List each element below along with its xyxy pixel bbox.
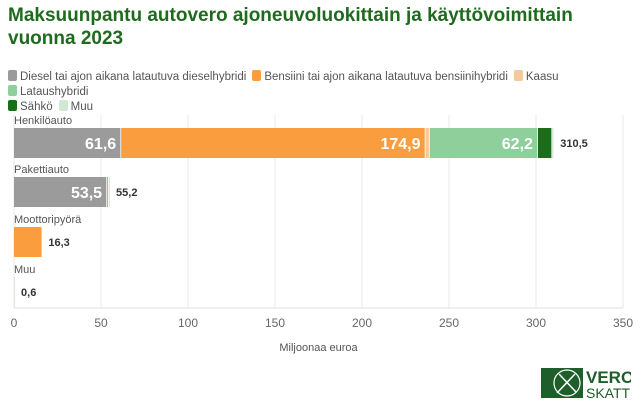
segment-label: 61,6 (85, 136, 116, 153)
bar-segment (14, 227, 42, 257)
legend-swatch (58, 100, 68, 111)
total-label: 16,3 (48, 237, 69, 249)
legend-swatch (8, 100, 17, 111)
legend-label: Diesel tai ajon aikana latautuva dieselh… (20, 71, 247, 83)
legend-swatch (8, 70, 17, 81)
x-tick-label: 200 (352, 316, 372, 330)
bar-segment (108, 177, 110, 207)
bar-segment (552, 128, 554, 158)
segment-label: 174,9 (380, 136, 420, 153)
x-tick-label: 300 (526, 316, 546, 330)
bar-segment (14, 128, 121, 158)
bar-segment (14, 277, 15, 307)
legend-item[interactable]: Lataushybridi (8, 85, 88, 100)
legend: Diesel tai ajon aikana latautuva dieselh… (8, 70, 628, 115)
vero-skatt-logo: VERO SKATT (541, 368, 631, 400)
x-tick-label: 100 (178, 316, 198, 330)
x-tick-label: 50 (94, 316, 108, 330)
category-label: Muu (14, 264, 35, 276)
legend-item[interactable]: Kaasu (513, 70, 559, 85)
x-tick-label: 150 (265, 316, 285, 330)
legend-item[interactable]: Muu (58, 100, 93, 115)
total-label: 310,5 (560, 138, 588, 150)
legend-item[interactable]: Diesel tai ajon aikana latautuva dieselh… (8, 70, 246, 85)
legend-label: Sähkö (20, 101, 53, 113)
x-tick-label: 350 (613, 316, 633, 330)
legend-item[interactable]: Sähkö (8, 100, 53, 115)
bar-segment (107, 177, 109, 207)
bar-segment (537, 128, 552, 158)
legend-label: Kaasu (525, 71, 559, 83)
x-axis-label: Miljoonaa euroa (279, 342, 358, 354)
category-label: Pakettiauto (14, 164, 69, 176)
total-label: 55,2 (116, 187, 137, 199)
legend-label: Lataushybridi (20, 86, 89, 98)
bar-segment (429, 128, 538, 158)
legend-swatch (252, 70, 262, 81)
bar-segment (121, 128, 425, 158)
legend-swatch (513, 70, 523, 81)
logo-skatt: SKATT (586, 385, 631, 400)
x-tick-label: 250 (439, 316, 459, 330)
total-label: 0,6 (21, 287, 36, 299)
legend-swatch (8, 85, 17, 96)
chart-title: Maksuunpantu autovero ajoneuvoluokittain… (8, 5, 573, 49)
segment-label: 62,2 (502, 136, 533, 153)
category-label: Henkilöauto (14, 115, 72, 127)
legend-label: Bensiini tai ajon aikana latautuva bensi… (264, 71, 508, 83)
legend-item[interactable]: Bensiini tai ajon aikana latautuva bensi… (252, 70, 508, 85)
bar-segment (425, 128, 429, 158)
bar-chart: 0 50 100 150 200 250 300 350 Miljoonaa euroa Henk… (11, 115, 633, 354)
logo-vero: VERO (586, 368, 631, 387)
category-label: Moottoripyörä (14, 214, 82, 226)
x-tick-label: 0 (11, 316, 18, 330)
legend-label: Muu (70, 101, 93, 113)
segment-label: 53,5 (71, 185, 102, 202)
bar-segment (14, 177, 107, 207)
